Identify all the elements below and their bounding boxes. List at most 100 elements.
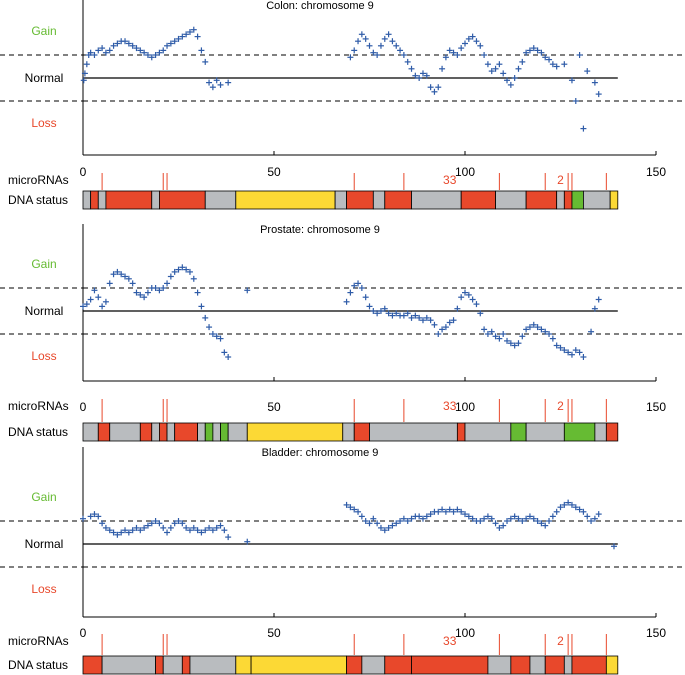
data-point <box>141 49 148 56</box>
data-point <box>114 268 121 275</box>
dna-status-segment-loss <box>181 655 191 675</box>
data-point <box>144 289 151 296</box>
data-point <box>588 328 595 335</box>
data-point <box>454 506 461 513</box>
data-point <box>549 513 556 520</box>
data-point <box>439 65 446 72</box>
data-point <box>194 527 201 534</box>
dna-status-segment-centromere <box>235 655 252 675</box>
data-point <box>404 310 411 317</box>
x-tick-label: 0 <box>80 626 87 640</box>
data-point <box>351 47 358 54</box>
data-point <box>591 515 598 522</box>
gain-label: Gain <box>31 490 56 504</box>
data-point <box>381 305 388 312</box>
data-point <box>152 285 159 291</box>
data-point <box>446 506 453 513</box>
dna-status-bar <box>82 190 619 210</box>
data-point <box>572 504 579 511</box>
data-point <box>347 504 354 511</box>
data-point <box>393 520 400 527</box>
dna-status-segment-normal <box>361 655 386 675</box>
data-point <box>400 312 407 319</box>
data-point <box>381 527 388 534</box>
data-point <box>213 333 220 340</box>
data-point <box>95 47 102 54</box>
data-point <box>141 294 148 301</box>
dna-status-segment-normal <box>212 422 221 442</box>
x-tick-label: 0 <box>80 400 87 414</box>
dna-status-segment-normal <box>464 422 512 442</box>
dna-status-segment-centromere <box>609 190 619 210</box>
data-point <box>351 282 358 289</box>
dna-status-segment-centromere <box>246 422 344 442</box>
micrornas-label: microRNAs <box>8 399 69 413</box>
data-point <box>171 38 178 45</box>
data-point <box>481 515 488 522</box>
data-point <box>167 40 174 47</box>
dna-status-segment-normal <box>556 190 565 210</box>
data-point <box>442 508 449 515</box>
data-point <box>175 35 182 42</box>
dna-status-segment-normal <box>227 422 248 442</box>
x-tick-label: 100 <box>455 165 475 179</box>
data-point <box>488 328 495 335</box>
data-point <box>477 518 484 524</box>
dna-status-segment-loss <box>346 655 363 675</box>
data-point <box>439 506 446 513</box>
dna-status-segment-normal <box>151 190 160 210</box>
data-point <box>542 522 549 529</box>
data-point <box>167 273 174 280</box>
data-point <box>546 56 553 63</box>
dna-status-segment-normal <box>189 655 237 675</box>
data-point <box>526 47 533 54</box>
data-point <box>343 298 350 305</box>
dna-status-segment-normal <box>109 422 141 442</box>
data-point <box>576 506 583 513</box>
x-tick-label: 0 <box>80 165 87 179</box>
data-point <box>377 524 384 531</box>
data-point <box>99 520 106 527</box>
data-point <box>591 79 598 86</box>
data-point <box>106 527 113 534</box>
data-point <box>81 70 88 77</box>
data-point <box>87 49 94 56</box>
dna-status-segment-loss <box>105 190 153 210</box>
data-point <box>431 88 438 95</box>
dna-status-segment-normal <box>372 190 386 210</box>
data-point <box>412 312 419 319</box>
data-point <box>125 275 132 282</box>
data-point <box>110 42 117 49</box>
data-point <box>492 65 499 72</box>
data-point <box>362 518 369 524</box>
data-point <box>465 35 472 42</box>
x-tick-label: 50 <box>267 165 281 179</box>
data-point <box>488 68 495 75</box>
microrna-count-label: 33 <box>443 634 457 648</box>
data-point <box>156 49 163 56</box>
data-point <box>152 52 159 58</box>
data-point <box>507 515 514 522</box>
dna-status-segment-normal <box>487 655 512 675</box>
data-point <box>198 303 205 310</box>
data-point <box>572 347 579 354</box>
dna-status-segment-normal <box>204 190 237 210</box>
data-point <box>129 527 136 534</box>
x-tick-label: 100 <box>455 626 475 640</box>
data-point <box>102 298 109 305</box>
data-point <box>225 534 232 541</box>
dna-status-segment-loss <box>384 190 412 210</box>
data-point <box>164 529 171 536</box>
dna-status-segment-normal <box>529 655 546 675</box>
data-point <box>389 38 396 45</box>
data-point <box>435 508 442 515</box>
data-point <box>500 70 507 77</box>
dna-status-segment-gain <box>510 422 527 442</box>
data-point <box>538 326 545 333</box>
data-point <box>358 513 365 520</box>
data-point <box>416 513 423 520</box>
data-point <box>523 515 530 522</box>
data-point <box>404 58 411 65</box>
data-point <box>133 524 140 531</box>
